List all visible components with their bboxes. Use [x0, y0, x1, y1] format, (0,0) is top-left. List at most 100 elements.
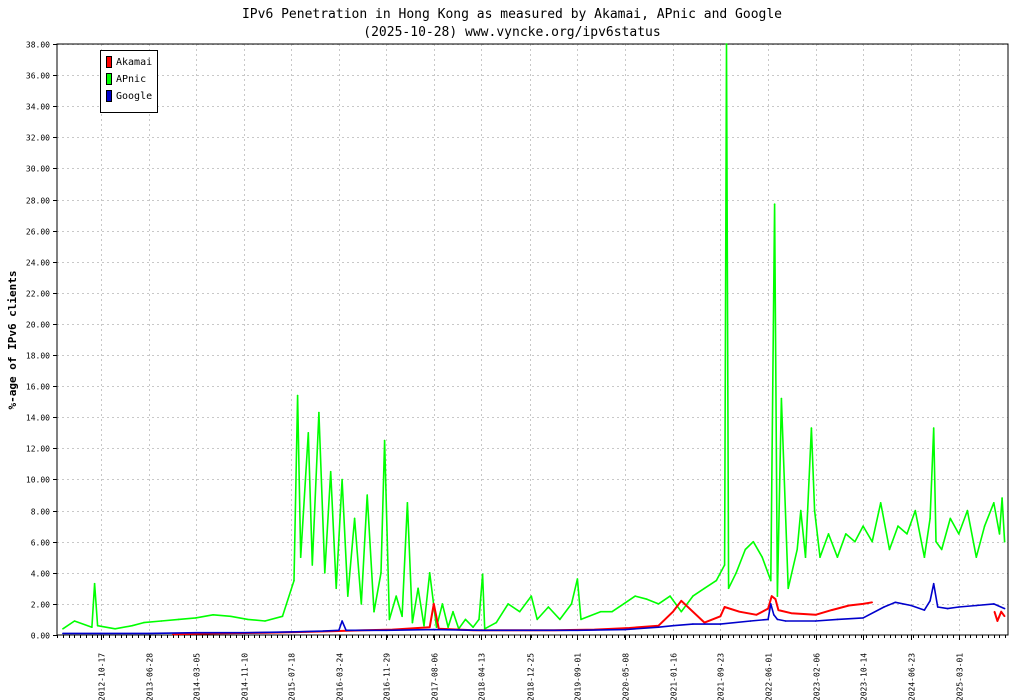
data-point-google — [883, 606, 885, 608]
x-tick-label: 2016-11-29 — [383, 653, 392, 700]
data-point-akamai — [628, 627, 631, 629]
data-point-apnic — [611, 610, 613, 613]
data-point-apnic — [1001, 497, 1003, 499]
data-point-apnic — [536, 618, 538, 621]
data-point-apnic — [776, 595, 779, 597]
data-point-apnic — [723, 564, 726, 566]
data-point-apnic — [247, 618, 249, 621]
series-group — [62, 43, 1006, 636]
y-tick-label: 2.00 — [31, 601, 50, 610]
y-tick-label: 18.00 — [26, 352, 50, 361]
data-point-google — [385, 629, 388, 632]
x-tick-label: 2017-08-06 — [431, 653, 440, 700]
data-point-apnic — [478, 618, 480, 621]
data-point-google — [814, 620, 817, 622]
data-point-google — [1003, 607, 1006, 610]
data-point-google — [290, 631, 293, 633]
y-tick-label: 10.00 — [26, 476, 50, 485]
data-point-apnic — [796, 548, 798, 551]
data-point-apnic — [229, 615, 232, 618]
data-point-apnic — [347, 595, 349, 597]
data-point-apnic — [318, 411, 320, 414]
legend-swatch-google — [106, 90, 112, 102]
y-tick-label: 16.00 — [26, 383, 50, 392]
data-point-apnic — [143, 621, 145, 624]
data-point-akamai — [680, 600, 683, 602]
data-point-akamai — [770, 595, 773, 597]
x-tick-label: 2018-12-25 — [527, 653, 536, 700]
data-point-apnic — [93, 582, 96, 585]
data-point-apnic — [481, 573, 484, 576]
data-point-apnic — [646, 598, 648, 600]
y-tick-label: 26.00 — [26, 228, 50, 237]
data-point-google — [657, 626, 660, 628]
data-point-apnic — [547, 606, 550, 608]
data-point-apnic — [800, 509, 802, 512]
data-point-apnic — [669, 595, 671, 597]
legend-item-apnic: APnic — [106, 73, 146, 87]
data-point-akamai — [848, 604, 850, 607]
axes: 0.00 2.00 4.00 6.00 8.00 10.00 12.00 14.00 16.00… — [26, 41, 1009, 700]
data-point-apnic — [530, 595, 533, 597]
legend-label-akamai: Akamai — [116, 57, 153, 68]
data-point-apnic — [373, 610, 375, 613]
data-point-google — [345, 629, 347, 632]
data-point-apnic — [1003, 540, 1006, 543]
data-point-apnic — [353, 517, 356, 520]
y-tick-label: 0.00 — [31, 632, 50, 641]
x-tick-label: 2023-10-14 — [860, 653, 869, 700]
x-tick-label: 2025-03-01 — [956, 653, 965, 700]
data-point-apnic — [293, 579, 295, 582]
data-point-apnic — [819, 556, 821, 558]
data-point-apnic — [307, 432, 310, 434]
x-tick-label: 2012-10-17 — [98, 653, 107, 700]
data-point-apnic — [836, 556, 839, 558]
data-point-akamai — [723, 606, 726, 608]
data-point-apnic — [406, 502, 409, 504]
data-point-apnic — [949, 517, 952, 520]
x-tick-label: 2021-09-23 — [717, 653, 726, 700]
data-point-apnic — [428, 572, 431, 574]
data-point-apnic — [96, 624, 99, 627]
data-point-apnic — [483, 628, 486, 630]
data-point-google — [784, 620, 787, 622]
data-point-google — [719, 623, 722, 625]
data-point-apnic — [599, 610, 602, 613]
data-point-apnic — [383, 439, 386, 442]
legend-item-google: Google — [106, 90, 152, 104]
data-point-apnic — [441, 603, 444, 605]
data-point-google — [62, 632, 64, 635]
data-point-apnic — [580, 618, 582, 621]
data-point-apnic — [452, 610, 454, 613]
data-point-google — [749, 620, 752, 622]
data-point-google — [894, 601, 897, 604]
data-point-akamai — [1000, 610, 1002, 613]
y-tick-label: 34.00 — [26, 103, 50, 112]
data-point-google — [624, 628, 626, 631]
y-tick-label: 24.00 — [26, 259, 50, 268]
data-point-google — [672, 624, 674, 627]
data-point-akamai — [790, 612, 793, 614]
data-point-google — [773, 614, 775, 616]
data-point-apnic — [932, 427, 935, 429]
data-point-akamai — [719, 615, 722, 618]
data-point-apnic — [447, 626, 449, 628]
x-tick-label: 2019-09-01 — [574, 653, 583, 700]
data-point-akamai — [774, 598, 777, 600]
data-point-apnic — [657, 603, 660, 605]
data-point-apnic — [380, 572, 382, 574]
data-point-apnic — [311, 564, 314, 566]
data-point-google — [936, 606, 939, 608]
data-point-akamai — [1003, 615, 1006, 618]
y-tick-label: 6.00 — [31, 539, 50, 548]
data-point-apnic — [495, 621, 498, 624]
data-point-google — [341, 620, 343, 622]
data-point-akamai — [767, 607, 769, 610]
data-point-apnic — [862, 525, 864, 527]
series-line-akamai — [172, 595, 1006, 636]
x-tick-label: 2022-06-01 — [765, 653, 774, 700]
data-point-google — [338, 629, 340, 632]
legend-swatch-apnic — [106, 73, 112, 85]
data-point-google — [932, 582, 935, 585]
data-point-apnic — [813, 509, 816, 512]
